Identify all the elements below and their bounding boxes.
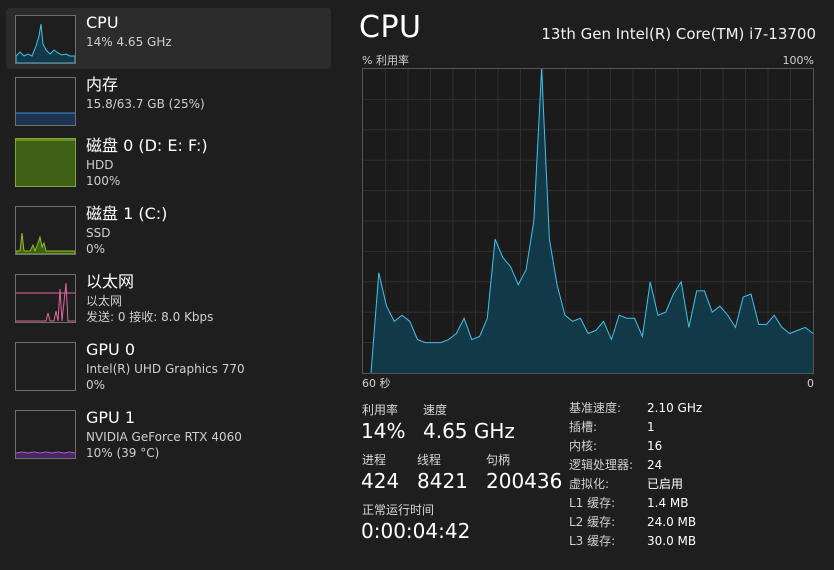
memory-thumbnail-chart	[16, 112, 75, 125]
sidebar-item-detail: Intel(R) UHD Graphics 770	[86, 362, 245, 376]
ethernet-thumbnail-graph	[15, 274, 76, 323]
cpu-thumbnail-graph	[15, 15, 76, 64]
gpu1-thumbnail-fill	[16, 453, 75, 458]
sidebar-item-detail: 发送: 0 接收: 8.0 Kbps	[86, 310, 214, 324]
detail-value: 30.0 MB	[647, 534, 697, 548]
cpu-utilization-chart	[363, 69, 813, 373]
sidebar-item-detail: 0%	[86, 242, 106, 256]
cpu-thumbnail-chart	[16, 23, 75, 63]
processes-value: 424	[361, 469, 400, 493]
sidebar-item-memory[interactable]: 内存 15.8/63.7 GB (25%)	[6, 70, 331, 131]
speed-label: 速度	[423, 403, 448, 417]
performance-sidebar: CPU 14% 4.65 GHz 内存 15.8/63.7 GB (25%)	[0, 0, 340, 570]
detail-key: 逻辑处理器:	[569, 458, 634, 472]
sidebar-item-label: 磁盘 0 (D: E: F:)	[86, 136, 208, 155]
gpu1-thumbnail-graph	[15, 410, 76, 459]
disk1-thumbnail-graph	[15, 206, 76, 255]
memory-thumbnail-graph	[15, 77, 76, 126]
sidebar-item-detail: HDD	[86, 158, 114, 172]
sidebar-item-detail: 10% (39 °C)	[86, 446, 160, 460]
utilization-label: 利用率	[362, 403, 399, 417]
cpu-thumbnail-fill	[16, 23, 75, 63]
detail-value: 24	[647, 458, 663, 472]
detail-value: 16	[647, 439, 663, 453]
handles-value: 200436	[486, 469, 563, 493]
sidebar-item-label: 以太网	[86, 272, 135, 291]
cpu-model-name: 13th Gen Intel(R) Core(TM) i7-13700	[541, 25, 816, 43]
disk0-thumbnail-graph	[15, 138, 76, 187]
cpu-detail-panel: CPU 13th Gen Intel(R) Core(TM) i7-13700 …	[340, 0, 834, 570]
detail-key: 插槽:	[569, 420, 598, 434]
threads-label: 线程	[417, 453, 442, 467]
disk1-thumbnail-fill	[16, 232, 75, 254]
detail-value: 1.4 MB	[647, 496, 689, 510]
cpu-utilization-area	[371, 69, 813, 373]
detail-value: 2.10 GHz	[647, 401, 703, 415]
sidebar-item-gpu1[interactable]: GPU 1 NVIDIA GeForce RTX 4060 10% (39 °C…	[6, 403, 331, 464]
detail-key: 基准速度:	[569, 401, 622, 415]
disk1-thumbnail-chart	[16, 232, 75, 254]
uptime-label: 正常运行时间	[362, 503, 435, 517]
gpu1-thumbnail-chart	[16, 451, 75, 458]
graph-x-left-label: 60 秒	[362, 377, 391, 390]
sidebar-item-label: CPU	[86, 13, 119, 32]
cpu-utilization-graph	[362, 68, 814, 374]
graph-y-axis-label: % 利用率	[362, 54, 409, 67]
graph-y-max-label: 100%	[782, 54, 814, 67]
sidebar-item-disk1[interactable]: 磁盘 1 (C:) SSD 0%	[6, 199, 331, 260]
page-title: CPU	[359, 10, 422, 45]
sidebar-item-detail: 15.8/63.7 GB (25%)	[86, 97, 205, 111]
sidebar-item-label: GPU 1	[86, 408, 136, 427]
detail-key: L2 缓存:	[569, 515, 616, 529]
sidebar-item-detail: 0%	[86, 378, 106, 392]
sidebar-item-disk0[interactable]: 磁盘 0 (D: E: F:) HDD 100%	[6, 131, 331, 192]
sidebar-item-detail: NVIDIA GeForce RTX 4060	[86, 430, 242, 444]
processes-label: 进程	[362, 453, 387, 467]
ethernet-thumbnail-line	[16, 282, 75, 322]
uptime-value: 0:00:04:42	[361, 519, 471, 543]
sidebar-item-ethernet[interactable]: 以太网 以太网 发送: 0 接收: 8.0 Kbps	[6, 267, 331, 328]
detail-value: 已启用	[647, 477, 684, 491]
detail-key: 内核:	[569, 439, 598, 453]
detail-value: 1	[647, 420, 655, 434]
cpu-utilization-line	[370, 69, 813, 373]
gpu0-thumbnail-graph	[15, 342, 76, 391]
detail-key: L3 缓存:	[569, 534, 616, 548]
threads-value: 8421	[417, 469, 468, 493]
sidebar-item-detail: 100%	[86, 174, 121, 188]
handles-label: 句柄	[486, 453, 511, 467]
sidebar-item-label: GPU 0	[86, 340, 136, 359]
graph-x-right-label: 0	[807, 377, 814, 390]
sidebar-item-cpu[interactable]: CPU 14% 4.65 GHz	[6, 8, 331, 69]
sidebar-item-label: 内存	[86, 75, 119, 94]
sidebar-item-label: 磁盘 1 (C:)	[86, 204, 168, 223]
detail-key: L1 缓存:	[569, 496, 616, 510]
disk0-thumbnail-chart	[16, 139, 75, 186]
sidebar-item-gpu0[interactable]: GPU 0 Intel(R) UHD Graphics 770 0%	[6, 335, 331, 396]
disk0-thumbnail-fill	[16, 139, 75, 186]
speed-value: 4.65 GHz	[423, 419, 515, 443]
sidebar-item-detail: 14% 4.65 GHz	[86, 35, 172, 49]
ethernet-thumbnail-chart	[16, 282, 75, 322]
gpu1-thumbnail-line	[16, 451, 75, 454]
detail-value: 24.0 MB	[647, 515, 697, 529]
sidebar-item-detail: 以太网	[86, 294, 123, 308]
memory-thumbnail-fill	[16, 113, 75, 125]
detail-key: 虚拟化:	[569, 477, 610, 491]
utilization-value: 14%	[361, 419, 406, 443]
sidebar-item-detail: SSD	[86, 226, 111, 240]
